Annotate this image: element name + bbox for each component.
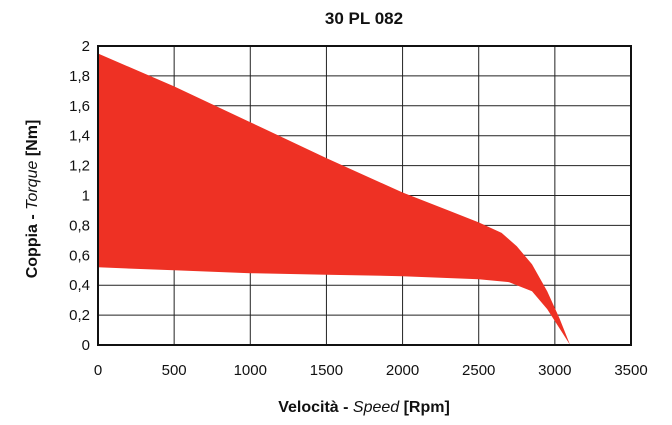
y-tick-label: 0	[82, 337, 90, 354]
y-tick-label: 1	[82, 188, 90, 205]
x-axis-label: Velocità - Speed [Rpm]	[278, 399, 450, 416]
x-tick-label: 0	[94, 362, 102, 379]
chart-marks	[98, 53, 571, 345]
y-tick-labels: 0 0,2 0,4 0,6 0,8 1 1,2 1,4 1,6 1,8 2	[69, 38, 90, 354]
x-tick-label: 2000	[386, 362, 419, 379]
y-axis-label: Coppia - Torque [Nm]	[24, 120, 41, 279]
x-tick-labels: 0 500 1000 1500 2000 2500 3000 3500	[94, 362, 648, 379]
y-tick-label: 1,6	[69, 98, 90, 115]
x-tick-label: 3500	[614, 362, 647, 379]
y-tick-label: 0,4	[69, 277, 90, 294]
y-tick-label: 1,4	[69, 128, 90, 145]
x-tick-label: 500	[162, 362, 187, 379]
y-tick-label: 2	[82, 38, 90, 55]
y-tick-label: 0,2	[69, 307, 90, 324]
torque-envelope-area	[98, 53, 571, 345]
y-tick-label: 1,2	[69, 158, 90, 175]
y-tick-label: 0,8	[69, 217, 90, 234]
plot-frame	[97, 45, 632, 346]
chart-title: 30 PL 082	[325, 9, 403, 28]
y-tick-label: 0,6	[69, 247, 90, 264]
x-tick-label: 1500	[310, 362, 343, 379]
y-tick-label: 1,8	[69, 68, 90, 85]
x-tick-label: 3000	[538, 362, 571, 379]
x-tick-label: 1000	[234, 362, 267, 379]
x-tick-label: 2500	[462, 362, 495, 379]
